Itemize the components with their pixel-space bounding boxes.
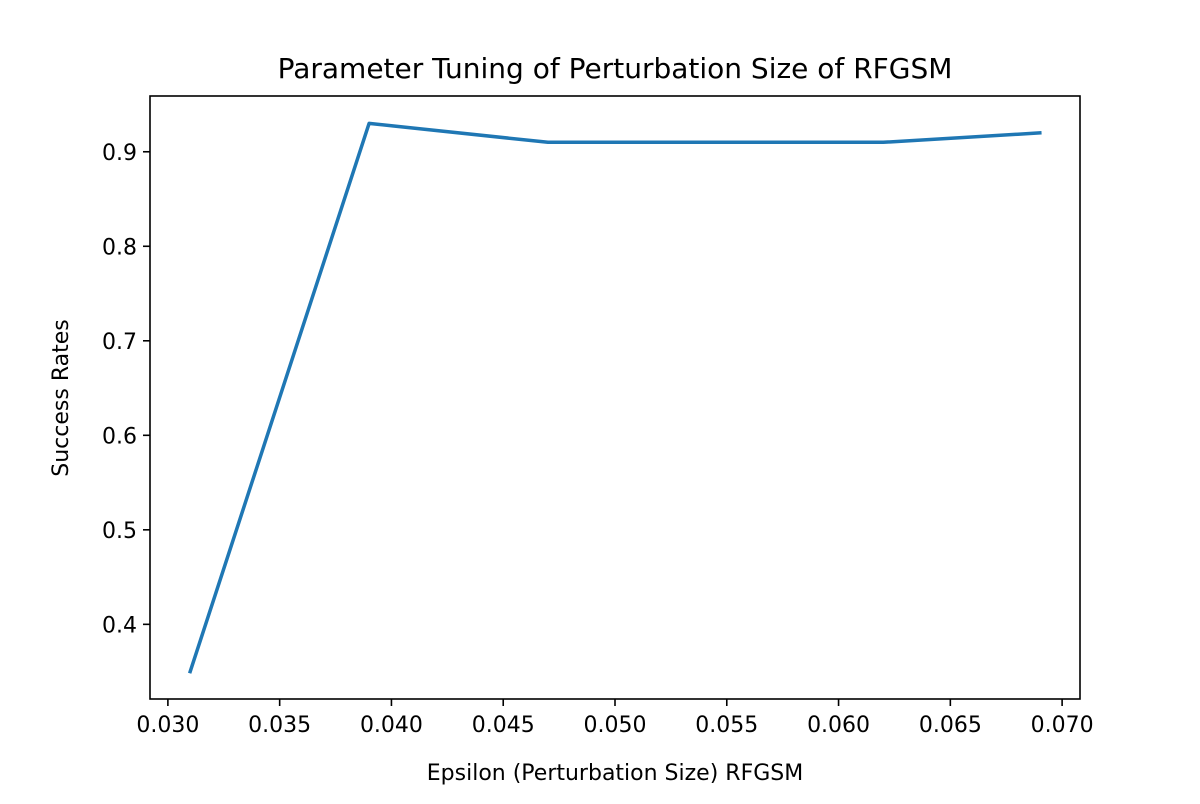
plot-area-border — [149, 95, 1081, 700]
y-tick-label: 0.6 — [102, 424, 137, 449]
x-axis-ticks: 0.030 0.035 0.040 0.045 0.050 0.055 0.060 0.065… — [136, 699, 1094, 738]
x-tick-label: 0.030 — [136, 713, 199, 738]
x-tick-label: 0.050 — [584, 713, 647, 738]
x-tick-label: 0.045 — [472, 713, 535, 738]
y-axis-ticks: 0.4 0.5 0.6 0.7 0.8 0.9 — [102, 141, 150, 638]
plot-frame — [149, 95, 1081, 700]
y-tick-label: 0.5 — [102, 519, 137, 544]
y-tick-label: 0.8 — [102, 235, 137, 260]
x-axis-label: Epsilon (Perturbation Size) RFGSM — [427, 761, 803, 786]
y-axis-label: Success Rates — [49, 319, 74, 476]
y-tick-label: 0.4 — [102, 613, 137, 638]
y-tick-label: 0.7 — [102, 330, 137, 355]
x-tick-label: 0.035 — [248, 713, 311, 738]
x-tick-label: 0.070 — [1031, 713, 1094, 738]
series-line — [187, 121, 1042, 674]
x-tick-label: 0.065 — [919, 713, 982, 738]
series-layer — [187, 121, 1042, 674]
x-tick-label: 0.040 — [360, 713, 423, 738]
x-tick-label: 0.060 — [807, 713, 870, 738]
x-tick-label: 0.055 — [695, 713, 758, 738]
chart-title: Parameter Tuning of Perturbation Size of… — [278, 52, 953, 85]
y-tick-label: 0.9 — [102, 141, 137, 166]
